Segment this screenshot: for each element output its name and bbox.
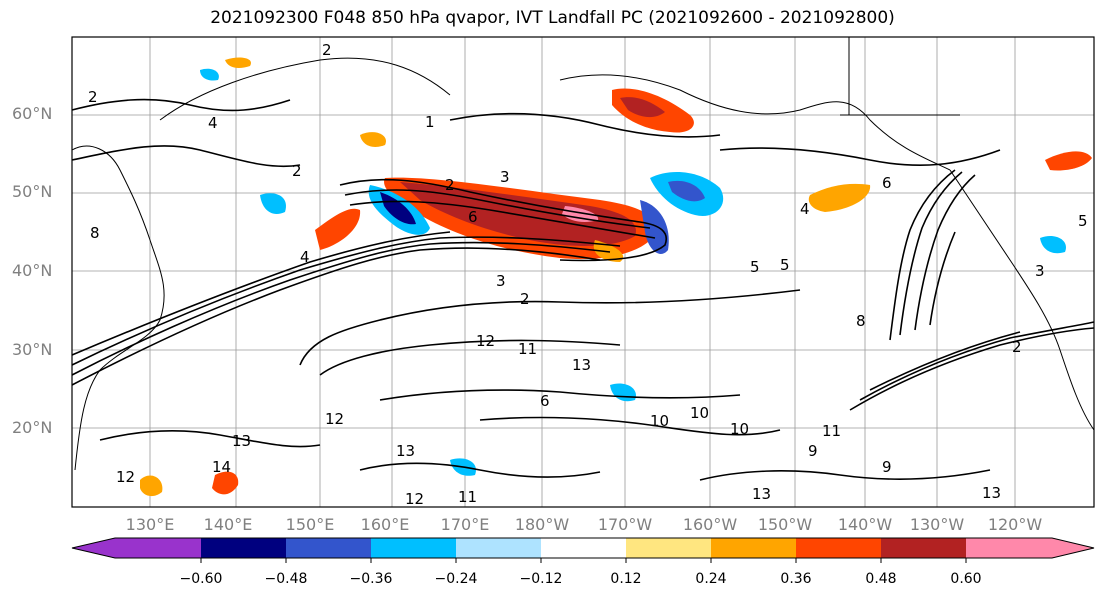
lon-label: 140°W: [837, 515, 893, 534]
lon-label: 130°E: [125, 515, 175, 534]
contour-label: 11: [822, 422, 841, 440]
contour-label: 8: [856, 312, 866, 330]
colorbar-segment: [966, 538, 1052, 558]
colorbar-tick-label: 0.36: [780, 571, 812, 587]
colorbar-tick-label: −0.36: [349, 571, 393, 587]
colorbar-tick-label: 0.48: [865, 571, 897, 587]
lat-label: 40°N: [12, 261, 53, 280]
lon-label: 150°W: [757, 515, 813, 534]
colorbar-segment: [201, 538, 286, 558]
contour-label: 3: [500, 168, 510, 186]
contour-label: 5: [1078, 212, 1088, 230]
contour-label: 4: [300, 248, 310, 266]
lat-label: 30°N: [12, 340, 53, 359]
contour-label: 6: [882, 174, 892, 192]
colorbar-segment: [72, 538, 115, 558]
lon-label: 130°W: [909, 515, 965, 534]
lon-label: 150°E: [285, 515, 335, 534]
contour-labels: 2 1 4 2 8 3 2 6 4 2 3 2 5 4 6 3 2 12 11 …: [88, 41, 1088, 508]
contour-label: 13: [396, 442, 415, 460]
contour-label: 10: [690, 404, 709, 422]
contour-label: 11: [518, 340, 537, 358]
contour-label: 12: [325, 410, 344, 428]
colorbar-tick-label: 0.60: [950, 571, 982, 587]
colorbar: [71, 537, 1095, 563]
lon-label: 120°W: [987, 515, 1043, 534]
colorbar-segment: [286, 538, 371, 558]
contour-label: 13: [982, 484, 1001, 502]
colorbar-tick-label: −0.48: [264, 571, 308, 587]
lon-label: 170°E: [440, 515, 490, 534]
lat-label: 20°N: [12, 418, 53, 437]
colorbar-segment: [541, 538, 626, 558]
contour-label: 6: [468, 208, 478, 226]
colorbar-segment: [881, 538, 966, 558]
contour-label: 8: [90, 224, 100, 242]
contour-label: 11: [458, 488, 477, 506]
colorbar-segment: [371, 538, 456, 558]
contour-label: 12: [116, 468, 135, 486]
map-frame: [71, 36, 1095, 508]
contour-label: 5: [750, 258, 760, 276]
contour-label: 3: [496, 272, 506, 290]
contour-label: 4: [800, 200, 810, 218]
colorbar-segment: [1052, 538, 1094, 558]
contour-label: 13: [752, 485, 771, 503]
colorbar-outline: [71, 537, 1095, 559]
colorbar-tick-label: −0.60: [179, 571, 223, 587]
lon-label: 180°W: [514, 515, 570, 534]
lat-label: 60°N: [12, 104, 53, 123]
contour-label: 3: [1035, 262, 1045, 280]
colorbar-tick-label: −0.24: [434, 571, 478, 587]
colorbar-tick-label: −0.12: [519, 571, 563, 587]
contour-label: 2: [88, 88, 98, 106]
coastlines: [71, 37, 1095, 471]
contour-label: 12: [405, 490, 424, 508]
contour-label: 2: [1012, 338, 1022, 356]
contour-label: 12: [476, 332, 495, 350]
contour-label: 2: [292, 162, 302, 180]
contour-label: 9: [882, 458, 892, 476]
lon-label: 160°E: [360, 515, 410, 534]
contour-label: 9: [808, 442, 818, 460]
lon-label: 140°E: [203, 515, 253, 534]
contour-label: 5: [780, 256, 790, 274]
contour-label: 6: [540, 392, 550, 410]
contour-label: 4: [208, 114, 218, 132]
colorbar-tick-label: 0.12: [610, 571, 642, 587]
contour-label: 2: [445, 176, 455, 194]
ivt-contours: [71, 98, 1095, 481]
colorbar-segment: [711, 538, 796, 558]
lat-label: 50°N: [12, 182, 53, 201]
colorbar-segment: [626, 538, 711, 558]
colorbar-segment: [115, 538, 201, 558]
contour-label: 14: [212, 458, 231, 476]
lon-label: 170°W: [597, 515, 653, 534]
map-title: 2021092300 F048 850 hPa qvapor, IVT Land…: [210, 8, 895, 28]
contour-label: 2: [520, 290, 530, 308]
contour-label: 13: [572, 356, 591, 374]
contour-label: 1: [425, 113, 435, 131]
shaded-field-negative: [200, 68, 1066, 476]
colorbar-segment: [456, 538, 541, 558]
contour-label: 10: [650, 412, 669, 430]
colorbar-segment: [796, 538, 881, 558]
contour-label: 13: [232, 432, 251, 450]
lon-label: 160°W: [682, 515, 738, 534]
contour-label: 2: [322, 41, 332, 59]
contour-label: 10: [730, 420, 749, 438]
colorbar-tick-label: 0.24: [695, 571, 727, 587]
